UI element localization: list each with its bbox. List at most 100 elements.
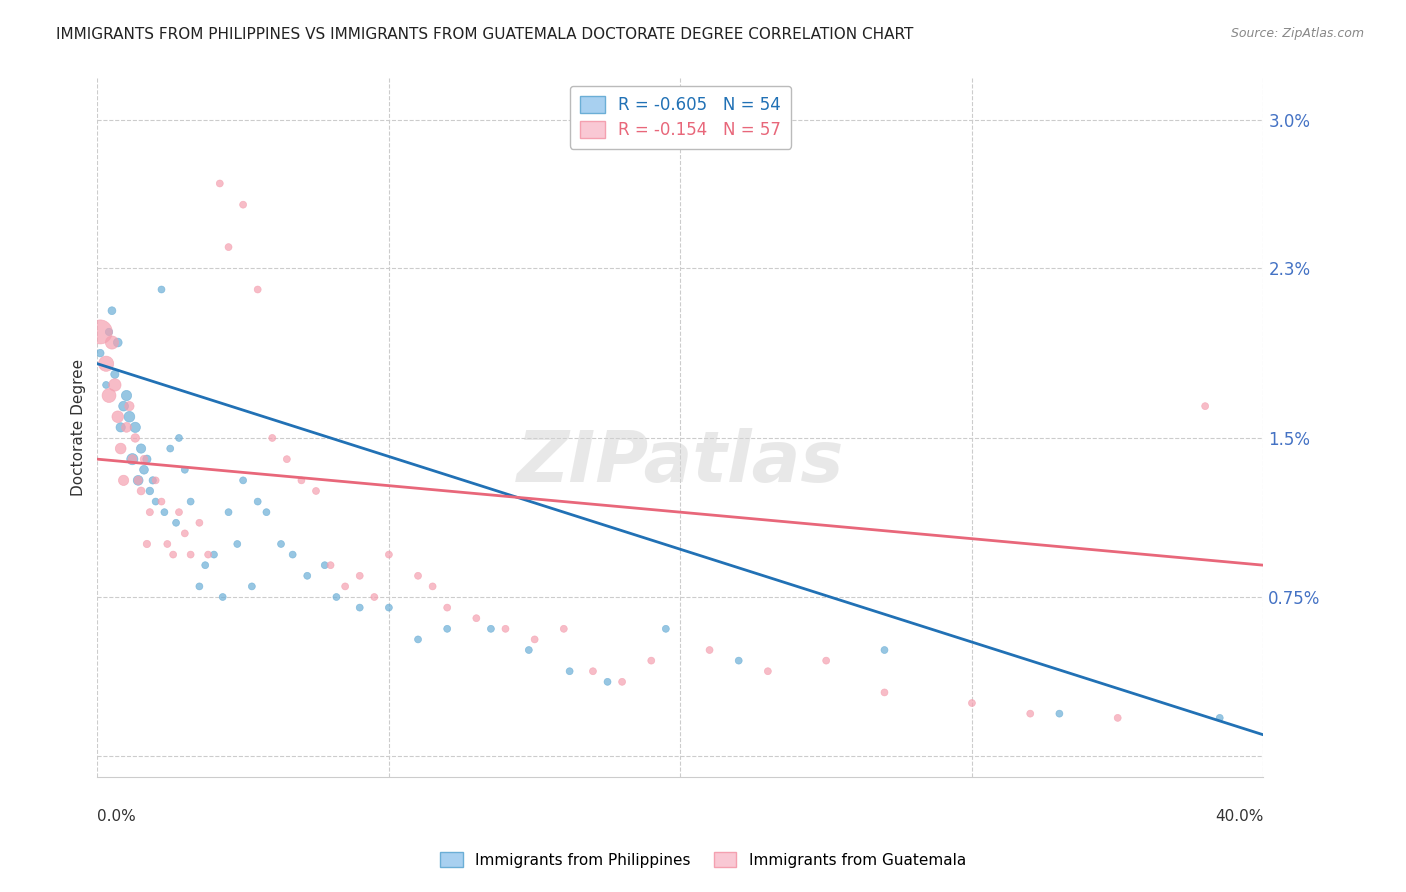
Point — [314, 558, 336, 573]
Legend: R = -0.605   N = 54, R = -0.154   N = 57: R = -0.605 N = 54, R = -0.154 N = 57 — [569, 86, 792, 149]
Point — [640, 654, 662, 668]
Point — [406, 569, 429, 583]
Point — [246, 494, 269, 508]
Point — [110, 442, 132, 456]
Point — [104, 368, 127, 382]
Point — [107, 409, 129, 424]
Point — [523, 632, 546, 647]
Point — [159, 442, 181, 456]
Point — [378, 600, 401, 615]
Point — [960, 696, 983, 710]
Point — [118, 409, 141, 424]
Point — [112, 399, 135, 413]
Point — [1107, 711, 1129, 725]
Point — [127, 474, 149, 488]
Point — [139, 505, 162, 519]
Point — [873, 685, 896, 699]
Point — [124, 431, 146, 445]
Point — [276, 452, 298, 467]
Point — [378, 548, 401, 562]
Point — [208, 177, 231, 191]
Point — [127, 474, 149, 488]
Point — [262, 431, 284, 445]
Text: IMMIGRANTS FROM PHILIPPINES VS IMMIGRANTS FROM GUATEMALA DOCTORATE DEGREE CORREL: IMMIGRANTS FROM PHILIPPINES VS IMMIGRANT… — [56, 27, 914, 42]
Point — [112, 474, 135, 488]
Point — [156, 537, 179, 551]
Point — [129, 442, 152, 456]
Point — [325, 590, 347, 604]
Point — [153, 505, 176, 519]
Point — [553, 622, 575, 636]
Point — [115, 388, 138, 402]
Point — [582, 664, 605, 678]
Legend: Immigrants from Philippines, Immigrants from Guatemala: Immigrants from Philippines, Immigrants … — [433, 844, 973, 875]
Point — [1019, 706, 1042, 721]
Point — [232, 474, 254, 488]
Point — [256, 505, 278, 519]
Text: 40.0%: 40.0% — [1215, 809, 1264, 824]
Point — [173, 526, 195, 541]
Point — [422, 579, 444, 593]
Point — [436, 600, 458, 615]
Point — [173, 463, 195, 477]
Point — [349, 600, 371, 615]
Point — [94, 357, 117, 371]
Point — [150, 494, 173, 508]
Point — [194, 558, 217, 573]
Point — [202, 548, 225, 562]
Point — [756, 664, 779, 678]
Point — [188, 579, 211, 593]
Point — [139, 483, 162, 498]
Point — [129, 483, 152, 498]
Point — [197, 548, 219, 562]
Point — [121, 452, 143, 467]
Point — [290, 474, 312, 488]
Point — [89, 325, 111, 339]
Point — [297, 569, 319, 583]
Point — [699, 643, 721, 657]
Point — [110, 420, 132, 434]
Point — [188, 516, 211, 530]
Point — [115, 420, 138, 434]
Point — [145, 494, 167, 508]
Text: Source: ZipAtlas.com: Source: ZipAtlas.com — [1230, 27, 1364, 40]
Point — [436, 622, 458, 636]
Point — [104, 378, 127, 392]
Point — [1209, 711, 1232, 725]
Point — [305, 483, 328, 498]
Point — [94, 378, 117, 392]
Point — [815, 654, 838, 668]
Point — [873, 643, 896, 657]
Point — [610, 674, 633, 689]
Point — [218, 240, 240, 254]
Point — [465, 611, 488, 625]
Y-axis label: Doctorate Degree: Doctorate Degree — [72, 359, 86, 496]
Point — [180, 548, 202, 562]
Point — [167, 431, 190, 445]
Point — [132, 452, 155, 467]
Point — [349, 569, 371, 583]
Point — [218, 505, 240, 519]
Point — [165, 516, 187, 530]
Point — [558, 664, 581, 678]
Point — [142, 474, 165, 488]
Point — [121, 452, 143, 467]
Point — [270, 537, 292, 551]
Point — [226, 537, 249, 551]
Point — [135, 537, 157, 551]
Point — [211, 590, 233, 604]
Point — [596, 674, 619, 689]
Point — [118, 399, 141, 413]
Point — [150, 283, 173, 297]
Point — [101, 335, 124, 350]
Point — [101, 303, 124, 318]
Point — [1047, 706, 1070, 721]
Point — [281, 548, 304, 562]
Point — [517, 643, 540, 657]
Point — [98, 325, 121, 339]
Point — [162, 548, 184, 562]
Point — [655, 622, 678, 636]
Point — [107, 335, 129, 350]
Point — [132, 463, 155, 477]
Point — [727, 654, 749, 668]
